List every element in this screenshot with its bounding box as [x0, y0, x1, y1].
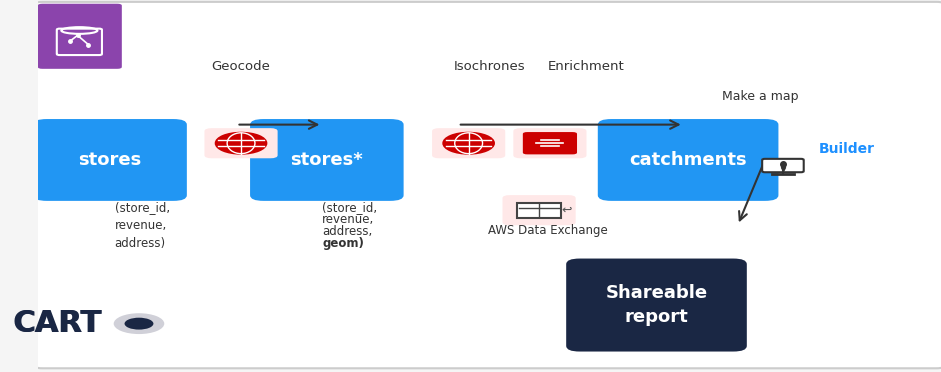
Circle shape [114, 313, 165, 334]
FancyBboxPatch shape [38, 4, 121, 69]
Text: (store_id,: (store_id, [323, 201, 377, 214]
FancyBboxPatch shape [762, 159, 804, 172]
FancyBboxPatch shape [518, 203, 561, 218]
Text: catchments: catchments [630, 151, 747, 169]
Text: Isochrones: Isochrones [454, 61, 525, 73]
Text: AWS Data Exchange: AWS Data Exchange [488, 224, 608, 237]
FancyBboxPatch shape [523, 132, 577, 154]
Text: Make a map: Make a map [722, 90, 799, 103]
Text: CART: CART [12, 309, 101, 338]
FancyBboxPatch shape [502, 195, 576, 225]
Circle shape [443, 133, 494, 154]
Text: CART: CART [14, 309, 103, 338]
Text: Enrichment: Enrichment [548, 61, 625, 73]
Text: revenue,: revenue, [323, 213, 375, 226]
Text: geom): geom) [323, 237, 364, 250]
Text: stores*: stores* [291, 151, 363, 169]
Circle shape [124, 318, 153, 330]
Circle shape [215, 133, 266, 154]
FancyBboxPatch shape [514, 128, 586, 158]
FancyBboxPatch shape [204, 128, 278, 158]
FancyBboxPatch shape [432, 128, 505, 158]
Text: (store_id,
revenue,
address): (store_id, revenue, address) [115, 201, 169, 250]
FancyBboxPatch shape [598, 119, 778, 201]
Text: Shareable
report: Shareable report [605, 284, 708, 326]
FancyBboxPatch shape [33, 2, 941, 368]
FancyBboxPatch shape [566, 259, 747, 352]
FancyBboxPatch shape [33, 119, 187, 201]
Text: stores: stores [78, 151, 142, 169]
FancyBboxPatch shape [250, 119, 404, 201]
Text: address,: address, [323, 225, 373, 238]
Text: ↩: ↩ [562, 204, 572, 217]
Text: Builder: Builder [819, 142, 875, 156]
Text: Geocode: Geocode [212, 61, 270, 73]
